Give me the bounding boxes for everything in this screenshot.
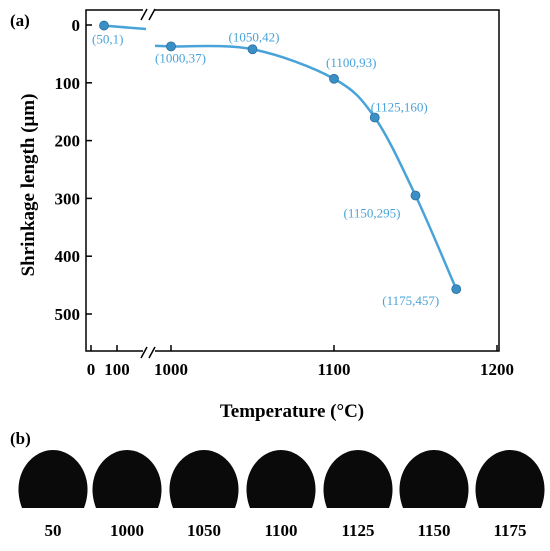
droplet-temperature-label: 1100 <box>264 521 297 540</box>
data-series: (50,1) (1000,37) (1050,42) (1100,93) (1125,1… <box>92 20 462 308</box>
axis-ticks: 0 100 200 300 400 500 0 100 1000 1100 1200 <box>55 16 515 379</box>
x-tick-label: 1000 <box>154 360 188 379</box>
y-tick-label: 300 <box>55 189 81 208</box>
droplet-temperature-label: 1175 <box>493 521 526 540</box>
y-axis-title: Shrinkage length (μm) <box>18 94 39 277</box>
data-point <box>247 44 258 55</box>
droplet-silhouette <box>475 450 545 508</box>
y-tick-label: 500 <box>55 305 81 324</box>
y-tick-label: 0 <box>72 16 81 35</box>
droplet-silhouette <box>246 450 316 508</box>
x-axis-title: Temperature (°C) <box>220 401 364 422</box>
series-line-main <box>154 44 458 290</box>
data-point <box>166 41 176 52</box>
x-tick-label: 1100 <box>317 360 350 379</box>
y-tick-label: 100 <box>55 74 81 93</box>
droplet-temperature-label: 1000 <box>110 521 144 540</box>
droplet-silhouette <box>18 450 88 508</box>
droplet-images: 50 1000 1050 1100 1125 1150 1175 <box>18 450 545 540</box>
droplet-silhouette <box>92 450 162 508</box>
x-axis-break <box>140 8 156 359</box>
y-tick-label: 200 <box>55 132 81 151</box>
data-label: (1175,457) <box>382 293 439 308</box>
droplet-temperature-label: 1150 <box>417 521 450 540</box>
panel-a-label: (a) <box>10 11 30 30</box>
droplet-temperature-label: 1050 <box>187 521 221 540</box>
droplet-temperature-label: 1125 <box>341 521 374 540</box>
data-point <box>451 284 462 295</box>
panel-b-label: (b) <box>10 429 31 448</box>
data-label: (1000,37) <box>155 50 206 65</box>
data-point <box>99 20 109 31</box>
droplet-temperature-label: 50 <box>45 521 62 540</box>
droplet-silhouette <box>169 450 239 508</box>
data-label: (1125,160) <box>371 99 428 114</box>
droplet-silhouette <box>323 450 393 508</box>
x-tick-label: 100 <box>104 360 130 379</box>
data-point <box>369 112 380 123</box>
plot-frame <box>85 9 500 352</box>
droplet-silhouette <box>399 450 469 508</box>
data-point <box>410 190 421 201</box>
data-label: (1050,42) <box>229 29 280 44</box>
x-tick-label: 1200 <box>480 360 514 379</box>
x-tick-label: 0 <box>87 360 96 379</box>
data-label: (1150,295) <box>344 206 401 221</box>
data-label: (50,1) <box>92 32 123 47</box>
data-point <box>329 73 339 84</box>
series-line-left <box>103 24 147 31</box>
data-label: (1100,93) <box>326 55 376 70</box>
y-tick-label: 400 <box>55 247 81 266</box>
